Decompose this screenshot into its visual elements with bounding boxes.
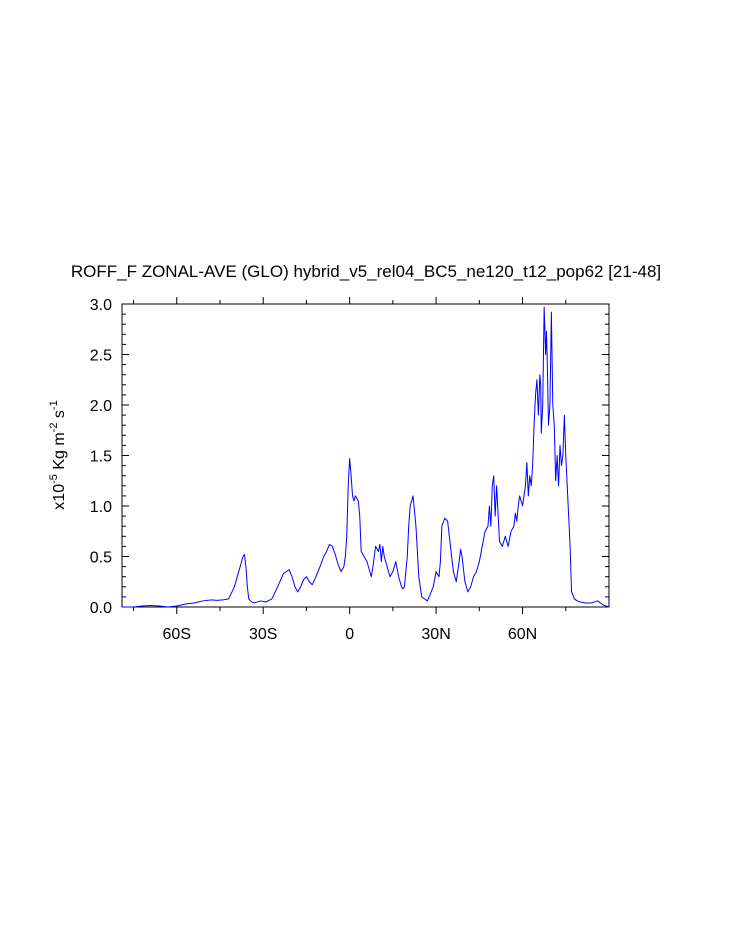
plot-frame (121, 303, 610, 608)
x-tick-label: 30N (421, 626, 450, 643)
x-tick-label: 60N (508, 626, 537, 643)
y-axis-label-prefix: x10 (51, 484, 68, 510)
y-tick-label: 1.5 (90, 449, 112, 466)
series-line (122, 306, 610, 608)
x-axis-ticks: 60S 30S 0 30N 60N (133, 297, 567, 643)
y-axis-label-unit-b: s (51, 410, 68, 422)
x-tick-label: 30S (249, 626, 277, 643)
y-axis-label: x10-5 Kg m-2 s-1 (48, 400, 68, 509)
y-axis-label-exponent-b: -1 (48, 400, 60, 410)
y-tick-label: 2.0 (90, 398, 112, 415)
y-tick-label: 0.5 (90, 550, 112, 567)
y-axis-label-exponent: -5 (48, 474, 60, 484)
chart-title: ROFF_F ZONAL-AVE (GLO) hybrid_v5_rel04_B… (71, 262, 661, 281)
y-tick-label: 2.5 (90, 348, 112, 365)
y-axis-label-unit-a: Kg m (51, 432, 68, 474)
y-tick-label: 1.0 (90, 499, 112, 516)
y-tick-label: 0.0 (90, 600, 112, 617)
y-tick-label: 3.0 (90, 297, 112, 314)
y-axis-label-exponent-a: -2 (48, 423, 60, 433)
x-tick-label: 60S (163, 626, 191, 643)
y-axis-ticks: 0.0 0.5 1.0 1.5 2.0 2.5 3.0 (90, 297, 609, 617)
x-tick-label: 0 (345, 626, 354, 643)
series-group (122, 306, 610, 608)
